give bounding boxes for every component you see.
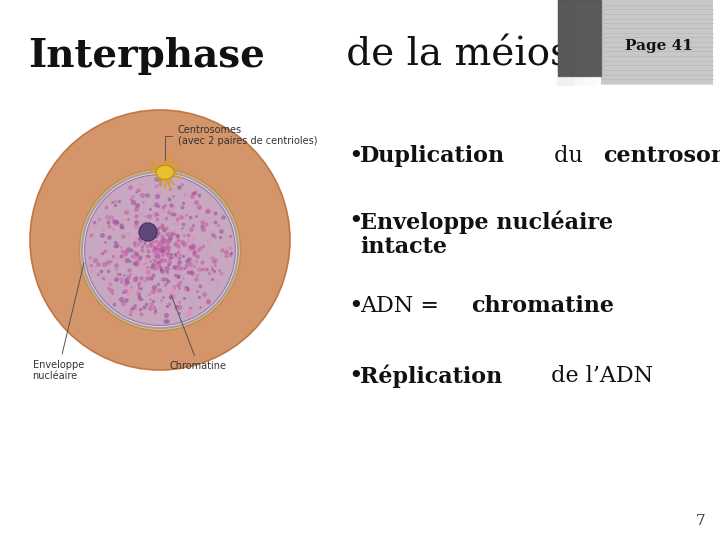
Text: •: • [348,145,363,168]
Text: chromatine: chromatine [471,295,614,317]
Circle shape [30,110,290,370]
Bar [558,0,601,76]
Bar [601,0,713,84]
Text: Réplication: Réplication [360,365,503,388]
Circle shape [79,170,240,330]
Text: ADN =: ADN = [360,295,446,317]
Text: Page 41: Page 41 [625,39,693,53]
Text: •: • [348,365,363,388]
Text: de l’ADN: de l’ADN [544,365,652,387]
Text: Duplication: Duplication [360,145,505,167]
Text: Chromatine: Chromatine [170,295,227,371]
Text: Centrosomes
(avec 2 paires de centrioles): Centrosomes (avec 2 paires de centrioles… [165,125,318,160]
Text: Interphase: Interphase [28,37,265,75]
Text: intacte: intacte [360,236,447,258]
Text: du: du [547,145,590,167]
Text: centrosome: centrosome [603,145,720,167]
Circle shape [85,174,235,326]
Polygon shape [558,0,601,76]
Text: •: • [348,295,363,318]
Text: Enveloppe nucléaire: Enveloppe nucléaire [360,210,613,233]
Circle shape [139,223,157,241]
Text: •: • [348,210,363,233]
Circle shape [82,172,238,328]
Ellipse shape [156,165,174,179]
Text: de la méiose I: de la méiose I [333,37,621,74]
Text: 7: 7 [696,514,705,528]
Text: Enveloppe
nucléaire: Enveloppe nucléaire [32,262,84,381]
